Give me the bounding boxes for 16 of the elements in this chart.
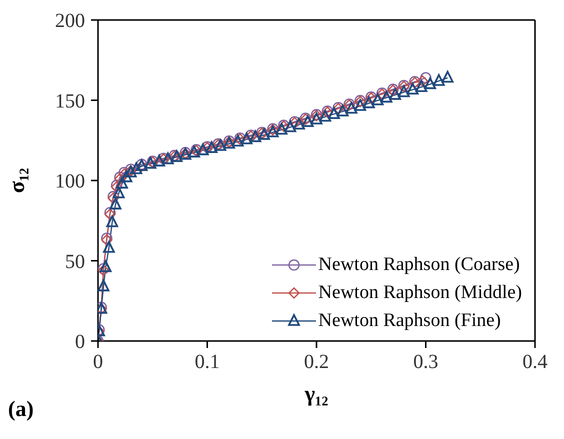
x-tick-label: 0.3 bbox=[413, 351, 438, 374]
x-tick-label: 0 bbox=[93, 351, 103, 374]
y-axis-title: σ₁₂ bbox=[4, 168, 29, 194]
y-tick-label: 150 bbox=[55, 90, 85, 112]
x-tick-label: 0.1 bbox=[194, 351, 220, 374]
y-tick-label: 100 bbox=[55, 170, 85, 193]
x-axis-title: γ₁₂ bbox=[304, 381, 329, 406]
y-tick-label: 200 bbox=[55, 10, 85, 32]
y-tick-label: 0 bbox=[75, 331, 85, 354]
y-tick-label: 50 bbox=[65, 250, 85, 273]
legend-label: Newton Raphson (Coarse) bbox=[318, 254, 520, 276]
legend-label: Newton Raphson (Middle) bbox=[318, 282, 522, 304]
x-tick-label: 0.4 bbox=[522, 351, 548, 374]
legend-label: Newton Raphson (Fine) bbox=[318, 310, 501, 332]
x-tick-label: 0.2 bbox=[304, 351, 329, 374]
text: (a) bbox=[8, 396, 34, 422]
